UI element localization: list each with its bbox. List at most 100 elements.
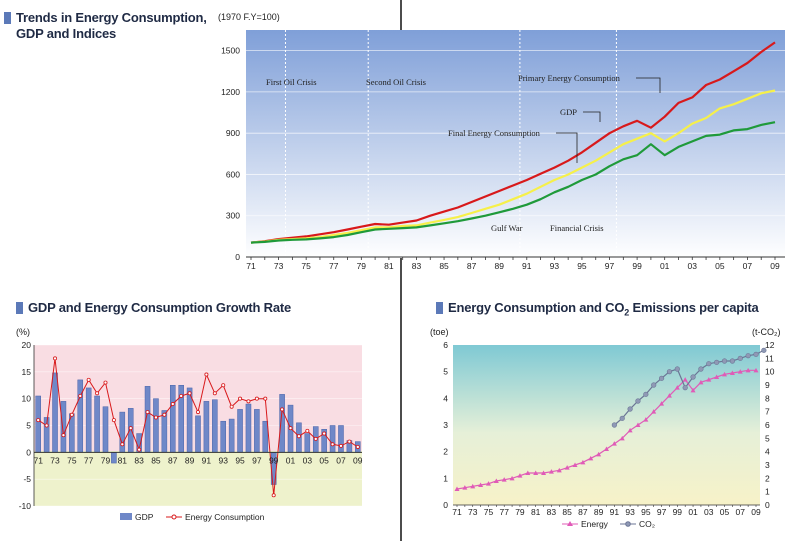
gdp-bar bbox=[304, 433, 311, 453]
energy-point bbox=[556, 467, 562, 473]
co2-point bbox=[706, 361, 712, 367]
co2-point bbox=[698, 366, 704, 372]
energy-point bbox=[548, 469, 554, 474]
co2-point bbox=[690, 374, 696, 380]
chart3-x-label: 87 bbox=[578, 507, 588, 517]
gdp-bar bbox=[203, 401, 210, 453]
energy-growth-point bbox=[355, 444, 360, 449]
chart3-y-right-label: 3 bbox=[765, 460, 770, 470]
energy-point bbox=[706, 377, 712, 382]
energy-point bbox=[745, 367, 751, 373]
chart1-x-label: 71 bbox=[246, 261, 256, 271]
primary-energy-label: Primary Energy Consumption bbox=[518, 73, 621, 83]
chart3-title-sub: 2 bbox=[624, 307, 630, 318]
energy-point bbox=[651, 409, 657, 414]
energy-point bbox=[525, 470, 531, 475]
second-oil-crisis-label: Second Oil Crisis bbox=[366, 77, 426, 87]
energy-growth-point bbox=[145, 410, 150, 415]
chart3-x-label: 89 bbox=[594, 507, 604, 517]
chart1-x-label: 05 bbox=[715, 261, 725, 271]
chart1-x-label: 87 bbox=[467, 261, 477, 271]
chart3-y-left-label: 4 bbox=[443, 393, 448, 403]
energy-point bbox=[517, 473, 523, 478]
primary-energy-leader bbox=[636, 77, 661, 93]
chart1-x-label: 85 bbox=[439, 261, 449, 271]
energy-growth-point bbox=[246, 399, 251, 404]
legend-co2-marker bbox=[625, 521, 631, 527]
co2-point bbox=[666, 369, 673, 375]
chart2-x-label: 99 bbox=[269, 455, 279, 465]
co2-point bbox=[619, 415, 625, 421]
chart3-y-left-label: 1 bbox=[443, 473, 448, 483]
chart3-x-label: 75 bbox=[484, 507, 494, 517]
chart3-y-right-label: 5 bbox=[765, 433, 770, 443]
energy-growth-point bbox=[95, 391, 100, 396]
gdp-bar bbox=[220, 420, 227, 453]
chart1-x-label: 93 bbox=[550, 261, 560, 271]
chart2-x-label: 07 bbox=[336, 455, 346, 465]
chart3-y-left-label: 0 bbox=[443, 500, 448, 510]
energy-point bbox=[588, 455, 594, 461]
chart2-x-label: 83 bbox=[134, 455, 144, 465]
chart2-x-label: 95 bbox=[235, 455, 245, 465]
chart3-x-label: 09 bbox=[751, 507, 761, 517]
chart3-x-label: 83 bbox=[547, 507, 557, 517]
energy-point bbox=[485, 481, 491, 486]
chart1-x-label: 01 bbox=[660, 261, 670, 271]
chart1-x-label: 09 bbox=[770, 261, 780, 271]
chart3-y-right-label: 1 bbox=[765, 487, 770, 497]
financial-crisis-label: Financial Crisis bbox=[550, 223, 604, 233]
chart3-x-label: 97 bbox=[657, 507, 667, 517]
chart2-x-label: 77 bbox=[84, 455, 94, 465]
chart3-x-label: 85 bbox=[562, 507, 572, 517]
legend-energy-label: Energy Consumption bbox=[185, 512, 265, 522]
energy-point bbox=[698, 379, 704, 385]
energy-growth-point bbox=[78, 393, 83, 398]
chart1-title: Trends in Energy Consumption, GDP and In… bbox=[4, 10, 207, 42]
chart1-y-label: 900 bbox=[226, 128, 240, 138]
energy-point bbox=[643, 417, 649, 422]
chart3-y-right-label: 9 bbox=[765, 380, 770, 390]
energy-point bbox=[611, 441, 617, 446]
energy-point bbox=[682, 377, 688, 382]
energy-point bbox=[462, 485, 468, 490]
energy-growth-point bbox=[271, 493, 276, 498]
co2-point bbox=[714, 359, 720, 365]
chart2-unit: (%) bbox=[16, 327, 30, 337]
chart1-x-label: 75 bbox=[301, 261, 311, 271]
chart1-y-label: 0 bbox=[235, 252, 240, 262]
chart3-y-left-label: 6 bbox=[443, 340, 448, 350]
energy-point bbox=[509, 475, 515, 481]
energy-point bbox=[690, 387, 696, 393]
chart3-y-left-label: 5 bbox=[443, 367, 448, 377]
energy-growth-point bbox=[221, 383, 226, 388]
chart1-y-label: 1500 bbox=[221, 46, 240, 56]
series-line-0 bbox=[250, 41, 776, 244]
energy-growth-point bbox=[238, 396, 243, 401]
chart1-x-label: 83 bbox=[412, 261, 422, 271]
chart2-title: GDP and Energy Consumption Growth Rate bbox=[16, 300, 291, 316]
co2-point bbox=[627, 406, 633, 412]
chart1-x-label: 95 bbox=[577, 261, 587, 271]
chart1-x-label: 99 bbox=[632, 261, 642, 271]
energy-growth-point bbox=[338, 443, 343, 448]
energy-growth-point bbox=[263, 396, 268, 401]
energy-growth-point bbox=[86, 377, 91, 382]
energy-point bbox=[674, 385, 680, 390]
energy-point bbox=[722, 371, 728, 377]
energy-growth-point bbox=[187, 391, 192, 396]
legend-energy-marker bbox=[567, 521, 573, 526]
chart3-y-right-label: 7 bbox=[765, 407, 770, 417]
chart2-y-label: -10 bbox=[19, 501, 32, 511]
gdp-bar bbox=[153, 398, 159, 453]
energy-point bbox=[666, 393, 672, 398]
chart2-x-label: 81 bbox=[118, 455, 128, 465]
energy-growth-point bbox=[53, 356, 58, 361]
energy-growth-point bbox=[69, 412, 74, 417]
energy-point bbox=[564, 465, 570, 470]
energy-growth-point bbox=[179, 393, 184, 398]
energy-point bbox=[501, 477, 507, 482]
energy-growth-point bbox=[322, 431, 327, 436]
chart3-x-label: 79 bbox=[515, 507, 525, 517]
energy-point bbox=[572, 462, 578, 467]
